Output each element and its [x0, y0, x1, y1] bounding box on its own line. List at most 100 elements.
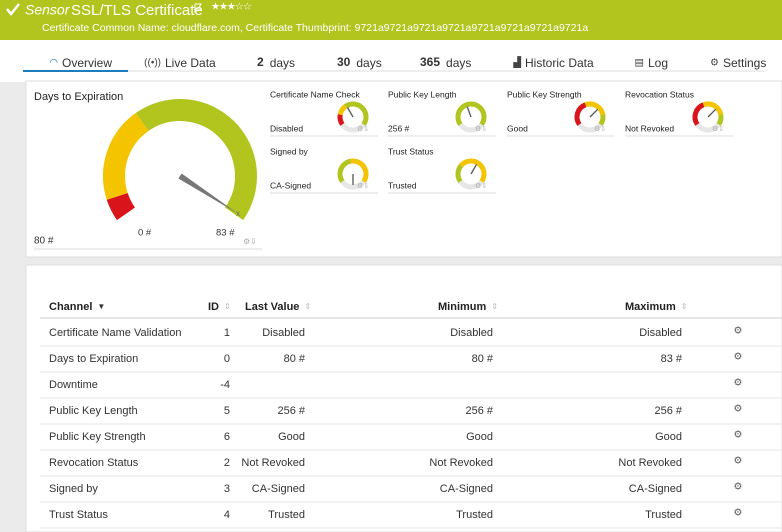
small-gauge-tools[interactable]: ⚙⇩ — [357, 182, 369, 190]
small-gauge: Public Key Strength Good ⚙⇩ — [507, 89, 615, 137]
sort-icon[interactable]: ⇕ — [681, 302, 688, 311]
sensor-subtitle: Certificate Common Name: cloudflare.com,… — [42, 22, 588, 34]
table-cell: Revocation Status — [49, 457, 139, 469]
table-cell: Disabled — [450, 327, 493, 339]
tab[interactable]: ((•)) Live Data — [144, 56, 216, 70]
gauge-needle — [178, 173, 239, 215]
sensor-label: Sensor — [25, 2, 71, 18]
column-header[interactable]: ID — [208, 301, 219, 313]
column-header[interactable]: Channel — [49, 301, 92, 313]
small-gauge-tools[interactable]: ⚙⇩ — [594, 125, 606, 133]
small-gauge-arc — [459, 158, 487, 183]
small-gauge-arc — [716, 114, 724, 126]
small-gauge-tools[interactable]: ⚙⇩ — [475, 182, 487, 190]
small-gauge-title: Certificate Name Check — [270, 89, 361, 99]
gauge-arc-red — [106, 192, 136, 221]
small-gauge-tools[interactable]: ⚙⇩ — [357, 125, 369, 133]
table-cell: Good — [278, 431, 305, 443]
table-cell: 2 — [224, 457, 230, 469]
status-check-icon — [6, 3, 20, 17]
gauge-title: Days to Expiration — [34, 91, 123, 103]
tab[interactable]: 2 days — [257, 55, 295, 70]
sort-icon[interactable]: ⇕ — [491, 302, 498, 311]
table-cell: Not Revoked — [241, 457, 305, 469]
table-cell: CA-Signed — [629, 483, 682, 495]
row-settings-icon[interactable]: ⚙ — [734, 482, 743, 493]
small-gauge-tools[interactable]: ⚙⇩ — [712, 125, 724, 133]
table-cell: Not Revoked — [429, 457, 493, 469]
table-cell: CA-Signed — [252, 483, 305, 495]
tab-label: days — [446, 56, 471, 70]
small-gauge-arc — [455, 101, 487, 126]
sort-icon[interactable]: ▼ — [97, 302, 105, 311]
row-settings-icon[interactable]: ⚙ — [734, 456, 743, 467]
tab-icon: ▟ — [512, 56, 521, 69]
small-gauge-title: Public Key Length — [388, 89, 457, 99]
small-gauge: Signed by CA-Signed ⚙⇩ — [270, 146, 378, 194]
tab-label: days — [270, 56, 295, 70]
table-cell: 1 — [224, 327, 230, 339]
tab-label: Historic Data — [525, 56, 594, 70]
table-cell: Public Key Strength — [49, 431, 146, 443]
flag-icon[interactable] — [194, 3, 202, 13]
priority-stars[interactable]: ★★★☆☆ — [211, 2, 253, 13]
column-header[interactable]: Maximum — [625, 301, 676, 313]
small-gauge: Trust Status Trusted ⚙⇩ — [388, 146, 496, 194]
sensor-title: SSL/TLS Certificate — [71, 2, 203, 19]
tab[interactable]: ▤ Log — [635, 56, 668, 70]
table-cell: 6 — [224, 431, 230, 443]
sort-icon[interactable]: ⇕ — [304, 302, 311, 311]
gauge-max: 83 # — [216, 228, 235, 239]
small-gauge: Public Key Length 256 # ⚙⇩ — [388, 89, 496, 137]
table-cell: 80 # — [284, 353, 306, 365]
small-gauge-arc — [455, 164, 464, 183]
small-gauge-arc — [337, 114, 345, 126]
small-gauge: Revocation Status Not Revoked ⚙⇩ — [625, 89, 733, 137]
tab[interactable]: ◠ Overview — [49, 56, 112, 70]
row-settings-icon[interactable]: ⚙ — [734, 352, 743, 363]
table-cell: 4 — [224, 509, 230, 521]
table-cell: Good — [655, 431, 682, 443]
small-gauge-arc — [350, 158, 369, 183]
table-cell: Trusted — [456, 509, 493, 521]
table-cell: Trusted — [645, 509, 682, 521]
table-cell: CA-Signed — [440, 483, 493, 495]
tab[interactable]: ⚙ Settings — [710, 56, 766, 70]
small-gauge-needle — [470, 164, 478, 175]
tab-label: Settings — [723, 56, 766, 70]
table-cell: 83 # — [661, 353, 683, 365]
tab[interactable]: 30 days — [337, 55, 382, 70]
tab-label: days — [356, 56, 381, 70]
small-gauge-arc — [574, 102, 587, 126]
small-gauge-arc — [692, 102, 705, 126]
table-cell: -4 — [220, 379, 230, 391]
small-gauge-arc — [598, 114, 606, 126]
row-settings-icon[interactable]: ⚙ — [734, 430, 743, 441]
row-settings-icon[interactable]: ⚙ — [734, 326, 743, 337]
small-gauge-title: Trust Status — [388, 146, 434, 156]
small-gauge-arc — [584, 101, 606, 116]
table-cell: 256 # — [465, 405, 493, 417]
tab-icon: ((•)) — [144, 58, 161, 69]
small-gauge-tools[interactable]: ⚙⇩ — [475, 125, 487, 133]
column-header[interactable]: Last Value — [245, 301, 299, 313]
gauge-tools[interactable]: ⚙⇩ — [243, 237, 257, 246]
tab-icon: ◠ — [49, 58, 58, 69]
small-gauge-value: Good — [507, 123, 528, 133]
tab-label: Log — [648, 56, 668, 70]
table-cell: Trust Status — [49, 509, 108, 521]
table-cell: 3 — [224, 483, 230, 495]
tab[interactable]: 365 days — [420, 55, 471, 70]
tab[interactable]: ▟ Historic Data — [512, 56, 594, 71]
row-settings-icon[interactable]: ⚙ — [734, 378, 743, 389]
row-settings-icon[interactable]: ⚙ — [734, 508, 743, 519]
small-gauge-value: Disabled — [270, 123, 303, 133]
small-gauge-title: Signed by — [270, 146, 309, 156]
row-settings-icon[interactable]: ⚙ — [734, 404, 743, 415]
tab-icon: ▤ — [635, 58, 644, 69]
column-header[interactable]: Minimum — [438, 301, 486, 313]
sort-icon[interactable]: ⇕ — [224, 302, 231, 311]
table-cell: Signed by — [49, 483, 98, 495]
table-cell: Disabled — [262, 327, 305, 339]
channel-table: Channel ▼ ID ⇕ Last Value ⇕ Minimum ⇕ Maximum ⇕ Ce… — [40, 301, 782, 529]
